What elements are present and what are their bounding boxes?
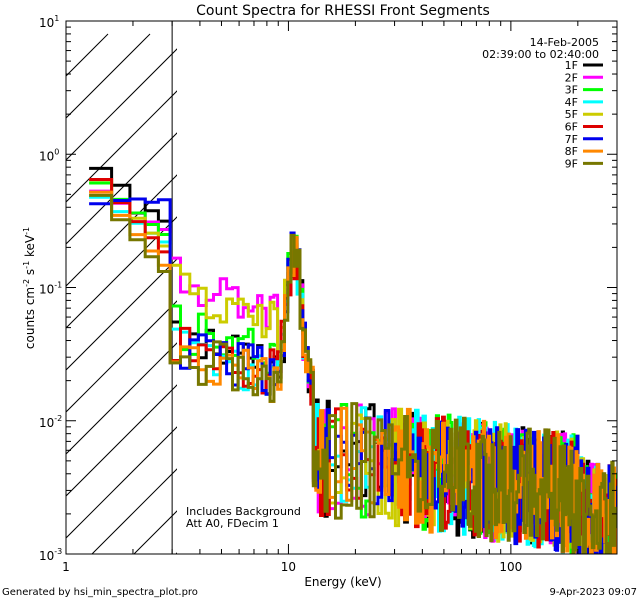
legend-label: 5F xyxy=(565,108,578,121)
y-label-part: s xyxy=(23,269,37,279)
y-axis-label: counts cm-2 s-1 keV-1 xyxy=(22,227,37,349)
time-range-annotation: 02:39:00 to 02:40:00 xyxy=(482,48,599,61)
note-attenuator: Att A0, FDecim 1 xyxy=(186,517,279,530)
y-tick-label: 10-3 xyxy=(39,547,62,563)
x-tick-label: 1 xyxy=(62,560,70,574)
y-tick-label: 100 xyxy=(39,147,59,163)
y-axis-ticks: 10-3 10-2 10-1 100 101 xyxy=(39,14,617,563)
footer-timestamp: 9-Apr-2023 09:07 xyxy=(550,587,637,598)
footer-generated-by: Generated by hsi_min_spectra_plot.pro xyxy=(2,587,198,598)
chart-title: Count Spectra for RHESSI Front Segments xyxy=(196,3,490,19)
hatch-line xyxy=(66,426,177,539)
legend-label: 6F xyxy=(565,121,578,134)
x-axis-label: Energy (keV) xyxy=(304,575,381,589)
y-tick-label: 10-1 xyxy=(39,281,62,297)
x-axis-ticks: 1 10 100 xyxy=(62,21,618,574)
legend-label: 1F xyxy=(565,59,578,72)
legend-label: 2F xyxy=(565,71,578,84)
note-background: Includes Background xyxy=(186,505,301,518)
y-label-sup: -2 xyxy=(22,279,31,287)
x-tick-label: 100 xyxy=(499,560,522,574)
excluded-region-hatch xyxy=(66,33,177,554)
series-group xyxy=(89,166,617,554)
hatch-line xyxy=(66,216,177,329)
y-label-sup: -1 xyxy=(22,227,31,235)
legend-label: 7F xyxy=(565,133,578,146)
legend-label: 3F xyxy=(565,84,578,97)
y-label-part: counts cm xyxy=(23,287,37,349)
x-tick-label: 10 xyxy=(281,560,296,574)
hatch-line xyxy=(66,384,177,497)
y-label-sup: -1 xyxy=(22,261,31,269)
legend-label: 4F xyxy=(565,96,578,109)
y-tick-label: 10-2 xyxy=(39,414,62,430)
legend-label: 9F xyxy=(565,157,578,170)
legend-label: 8F xyxy=(565,145,578,158)
hatch-line xyxy=(66,90,177,203)
series-line-9F xyxy=(89,193,617,554)
y-tick-label: 101 xyxy=(39,14,59,30)
date-annotation: 14-Feb-2005 xyxy=(530,36,599,49)
hatch-line xyxy=(66,258,177,371)
hatch-line xyxy=(66,48,177,161)
y-label-part: keV xyxy=(23,234,37,261)
